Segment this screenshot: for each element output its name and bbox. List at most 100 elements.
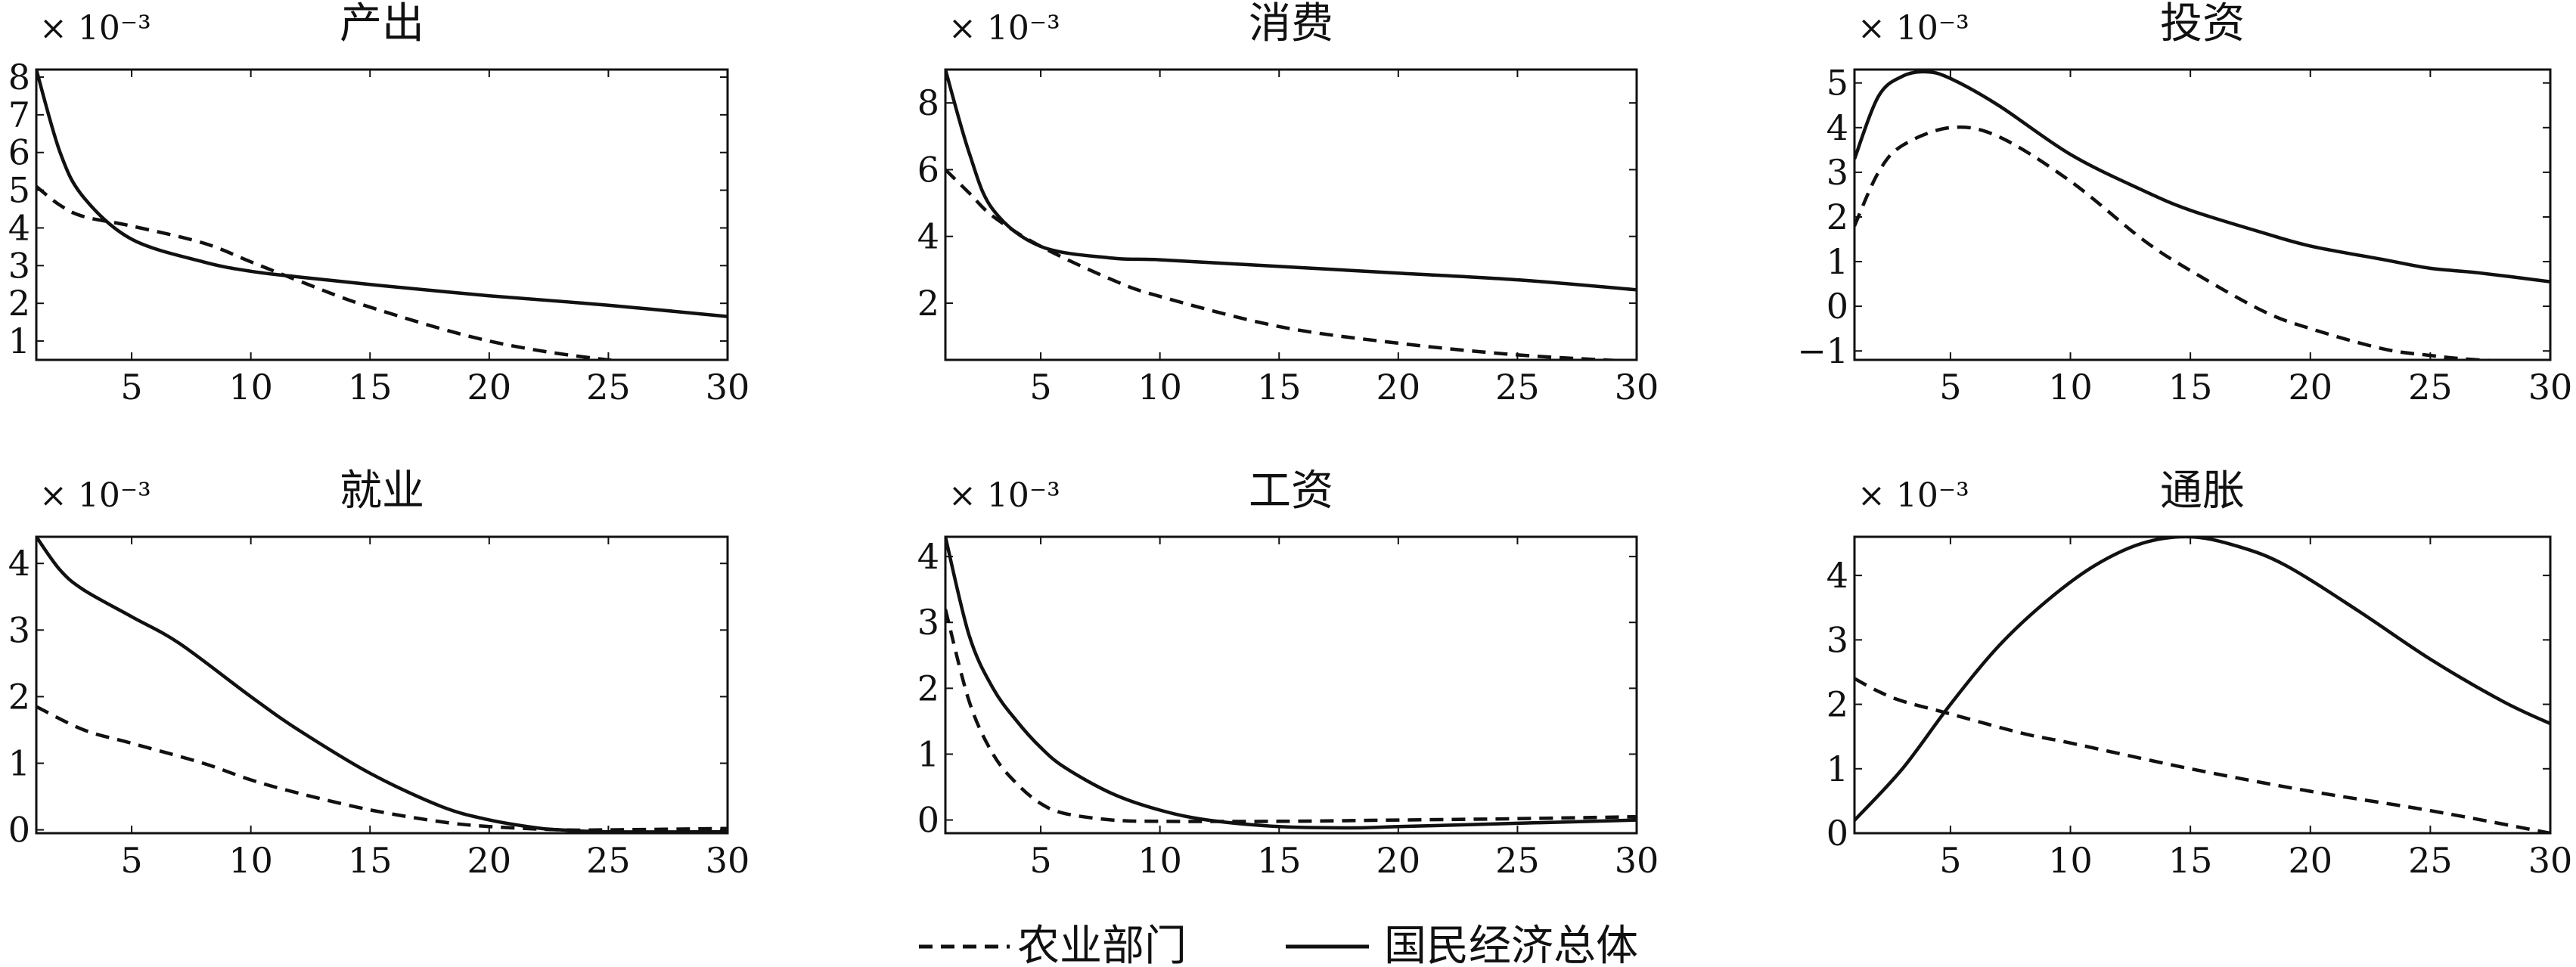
y-tick-label: 1	[917, 733, 939, 774]
scale-label: × 10⁻³	[948, 476, 1060, 515]
x-tick-label: 30	[706, 840, 750, 881]
y-tick-label: 4	[1826, 555, 1848, 596]
x-tick-label: 30	[1615, 840, 1659, 881]
series-line-agriculture	[36, 184, 627, 360]
series-line-economy	[36, 70, 728, 318]
legend-label-economy: 国民经济总体	[1384, 922, 1638, 967]
axes-frame	[1853, 68, 2552, 361]
panel-title: 就业	[340, 466, 424, 516]
panel-title: 产出	[340, 0, 424, 48]
x-tick-label: 20	[1376, 840, 1421, 881]
x-tick-label: 25	[1495, 840, 1540, 881]
y-tick-label: 1	[1826, 241, 1848, 282]
scale-label: × 10⁻³	[1858, 9, 1969, 48]
series-line-agriculture	[36, 705, 728, 832]
scale-label: × 10⁻³	[1858, 476, 1969, 515]
y-tick-label: 0	[1826, 813, 1848, 854]
panel-inflation: 通胀 × 10⁻³ 5 10 15 20 25 30 0 1 2 3 4	[1826, 466, 2573, 881]
y-tick-label: 0	[917, 800, 939, 841]
y-tick-label: 1	[1826, 748, 1848, 789]
series-line-agriculture	[945, 168, 1637, 360]
y-tick-label: 3	[917, 602, 939, 643]
y-tick-label: 5	[1826, 63, 1848, 104]
y-tick-label: 0	[8, 810, 30, 851]
y-tick-label: 2	[917, 283, 939, 324]
x-tick-label: 5	[1939, 840, 1961, 881]
x-tick-label: 15	[348, 840, 393, 881]
x-tick-label: 30	[2528, 367, 2573, 408]
panel-consumption: 消费 × 10⁻³ 5 10 15 20 25 30 2 4 6 8	[917, 0, 1659, 408]
x-tick-label: 30	[1615, 367, 1659, 408]
y-tick-label: 6	[917, 149, 939, 190]
x-tick-label: 30	[706, 367, 750, 408]
x-tick-label: 20	[2288, 367, 2332, 408]
y-tick-label: 8	[8, 57, 30, 98]
y-tick-label: 1	[8, 743, 30, 784]
y-tick-label: 3	[8, 609, 30, 650]
y-tick-label: 2	[8, 676, 30, 717]
panel-title: 投资	[2160, 0, 2245, 48]
y-tick-label: 4	[917, 216, 939, 257]
x-tick-label: 25	[586, 367, 631, 408]
x-tick-label: 5	[1029, 367, 1051, 408]
y-tick-label: 3	[1826, 619, 1848, 660]
y-tick-label: 2	[917, 668, 939, 708]
x-tick-label: 10	[1137, 840, 1182, 881]
series-line-agriculture	[1854, 677, 2550, 833]
panel-title: 工资	[1249, 466, 1333, 516]
scale-label: × 10⁻³	[39, 476, 151, 515]
x-tick-label: 20	[467, 367, 512, 408]
y-tick-label: 1	[8, 321, 30, 361]
x-tick-label: 20	[2288, 840, 2332, 881]
y-tick-label: 7	[8, 95, 30, 135]
y-tick-label: 8	[917, 82, 939, 123]
x-tick-label: 5	[120, 840, 142, 881]
series-line-economy	[945, 537, 1637, 830]
series-line-economy	[1854, 537, 2550, 822]
x-tick-label: 5	[120, 367, 142, 408]
panel-title: 通胀	[2160, 466, 2245, 516]
y-tick-label: 3	[8, 245, 30, 286]
series-line-agriculture	[1854, 125, 2528, 360]
legend-label-agriculture: 农业部门	[1017, 922, 1187, 967]
series-line-economy	[1854, 70, 2550, 284]
y-tick-label: 2	[8, 283, 30, 324]
series-line-agriculture	[945, 609, 1637, 823]
x-tick-label: 15	[2168, 367, 2213, 408]
x-tick-label: 25	[1495, 367, 1540, 408]
x-tick-label: 15	[348, 367, 393, 408]
axes-frame	[944, 535, 1638, 835]
y-tick-label: 0	[1826, 286, 1848, 327]
axes-frame	[944, 68, 1638, 361]
y-tick-label: 4	[917, 536, 939, 577]
y-tick-label: 3	[1826, 152, 1848, 193]
x-tick-label: 25	[2408, 840, 2453, 881]
axes-frame	[35, 68, 729, 361]
x-tick-label: 15	[1257, 840, 1302, 881]
x-tick-label: 20	[1376, 367, 1421, 408]
x-tick-label: 10	[228, 840, 273, 881]
y-tick-label: 4	[1826, 107, 1848, 148]
scale-label: × 10⁻³	[948, 9, 1060, 48]
y-tick-label: 5	[8, 170, 30, 211]
x-tick-label: 5	[1029, 840, 1051, 881]
panel-wage: 工资 × 10⁻³ 5 10 15 20 25 30 0 1 2 3 4	[917, 466, 1659, 881]
x-tick-label: 10	[2048, 840, 2093, 881]
y-tick-label: 4	[8, 207, 30, 248]
x-tick-label: 5	[1939, 367, 1961, 408]
axes-frame	[35, 535, 729, 835]
y-tick-label: −1	[1797, 330, 1848, 371]
x-tick-label: 15	[1257, 367, 1302, 408]
y-tick-label: 2	[1826, 197, 1848, 237]
x-tick-label: 25	[2408, 367, 2453, 408]
series-line-economy	[945, 70, 1637, 292]
x-tick-label: 20	[467, 840, 512, 881]
x-tick-label: 15	[2168, 840, 2213, 881]
panel-employment: 就业 × 10⁻³ 5 10 15 20 25 30 0 1 2 3 4	[8, 466, 750, 881]
y-tick-label: 2	[1826, 684, 1848, 725]
panel-title: 消费	[1249, 0, 1333, 48]
y-tick-label: 4	[8, 543, 30, 584]
legend: 农业部门 国民经济总体	[919, 922, 1638, 967]
